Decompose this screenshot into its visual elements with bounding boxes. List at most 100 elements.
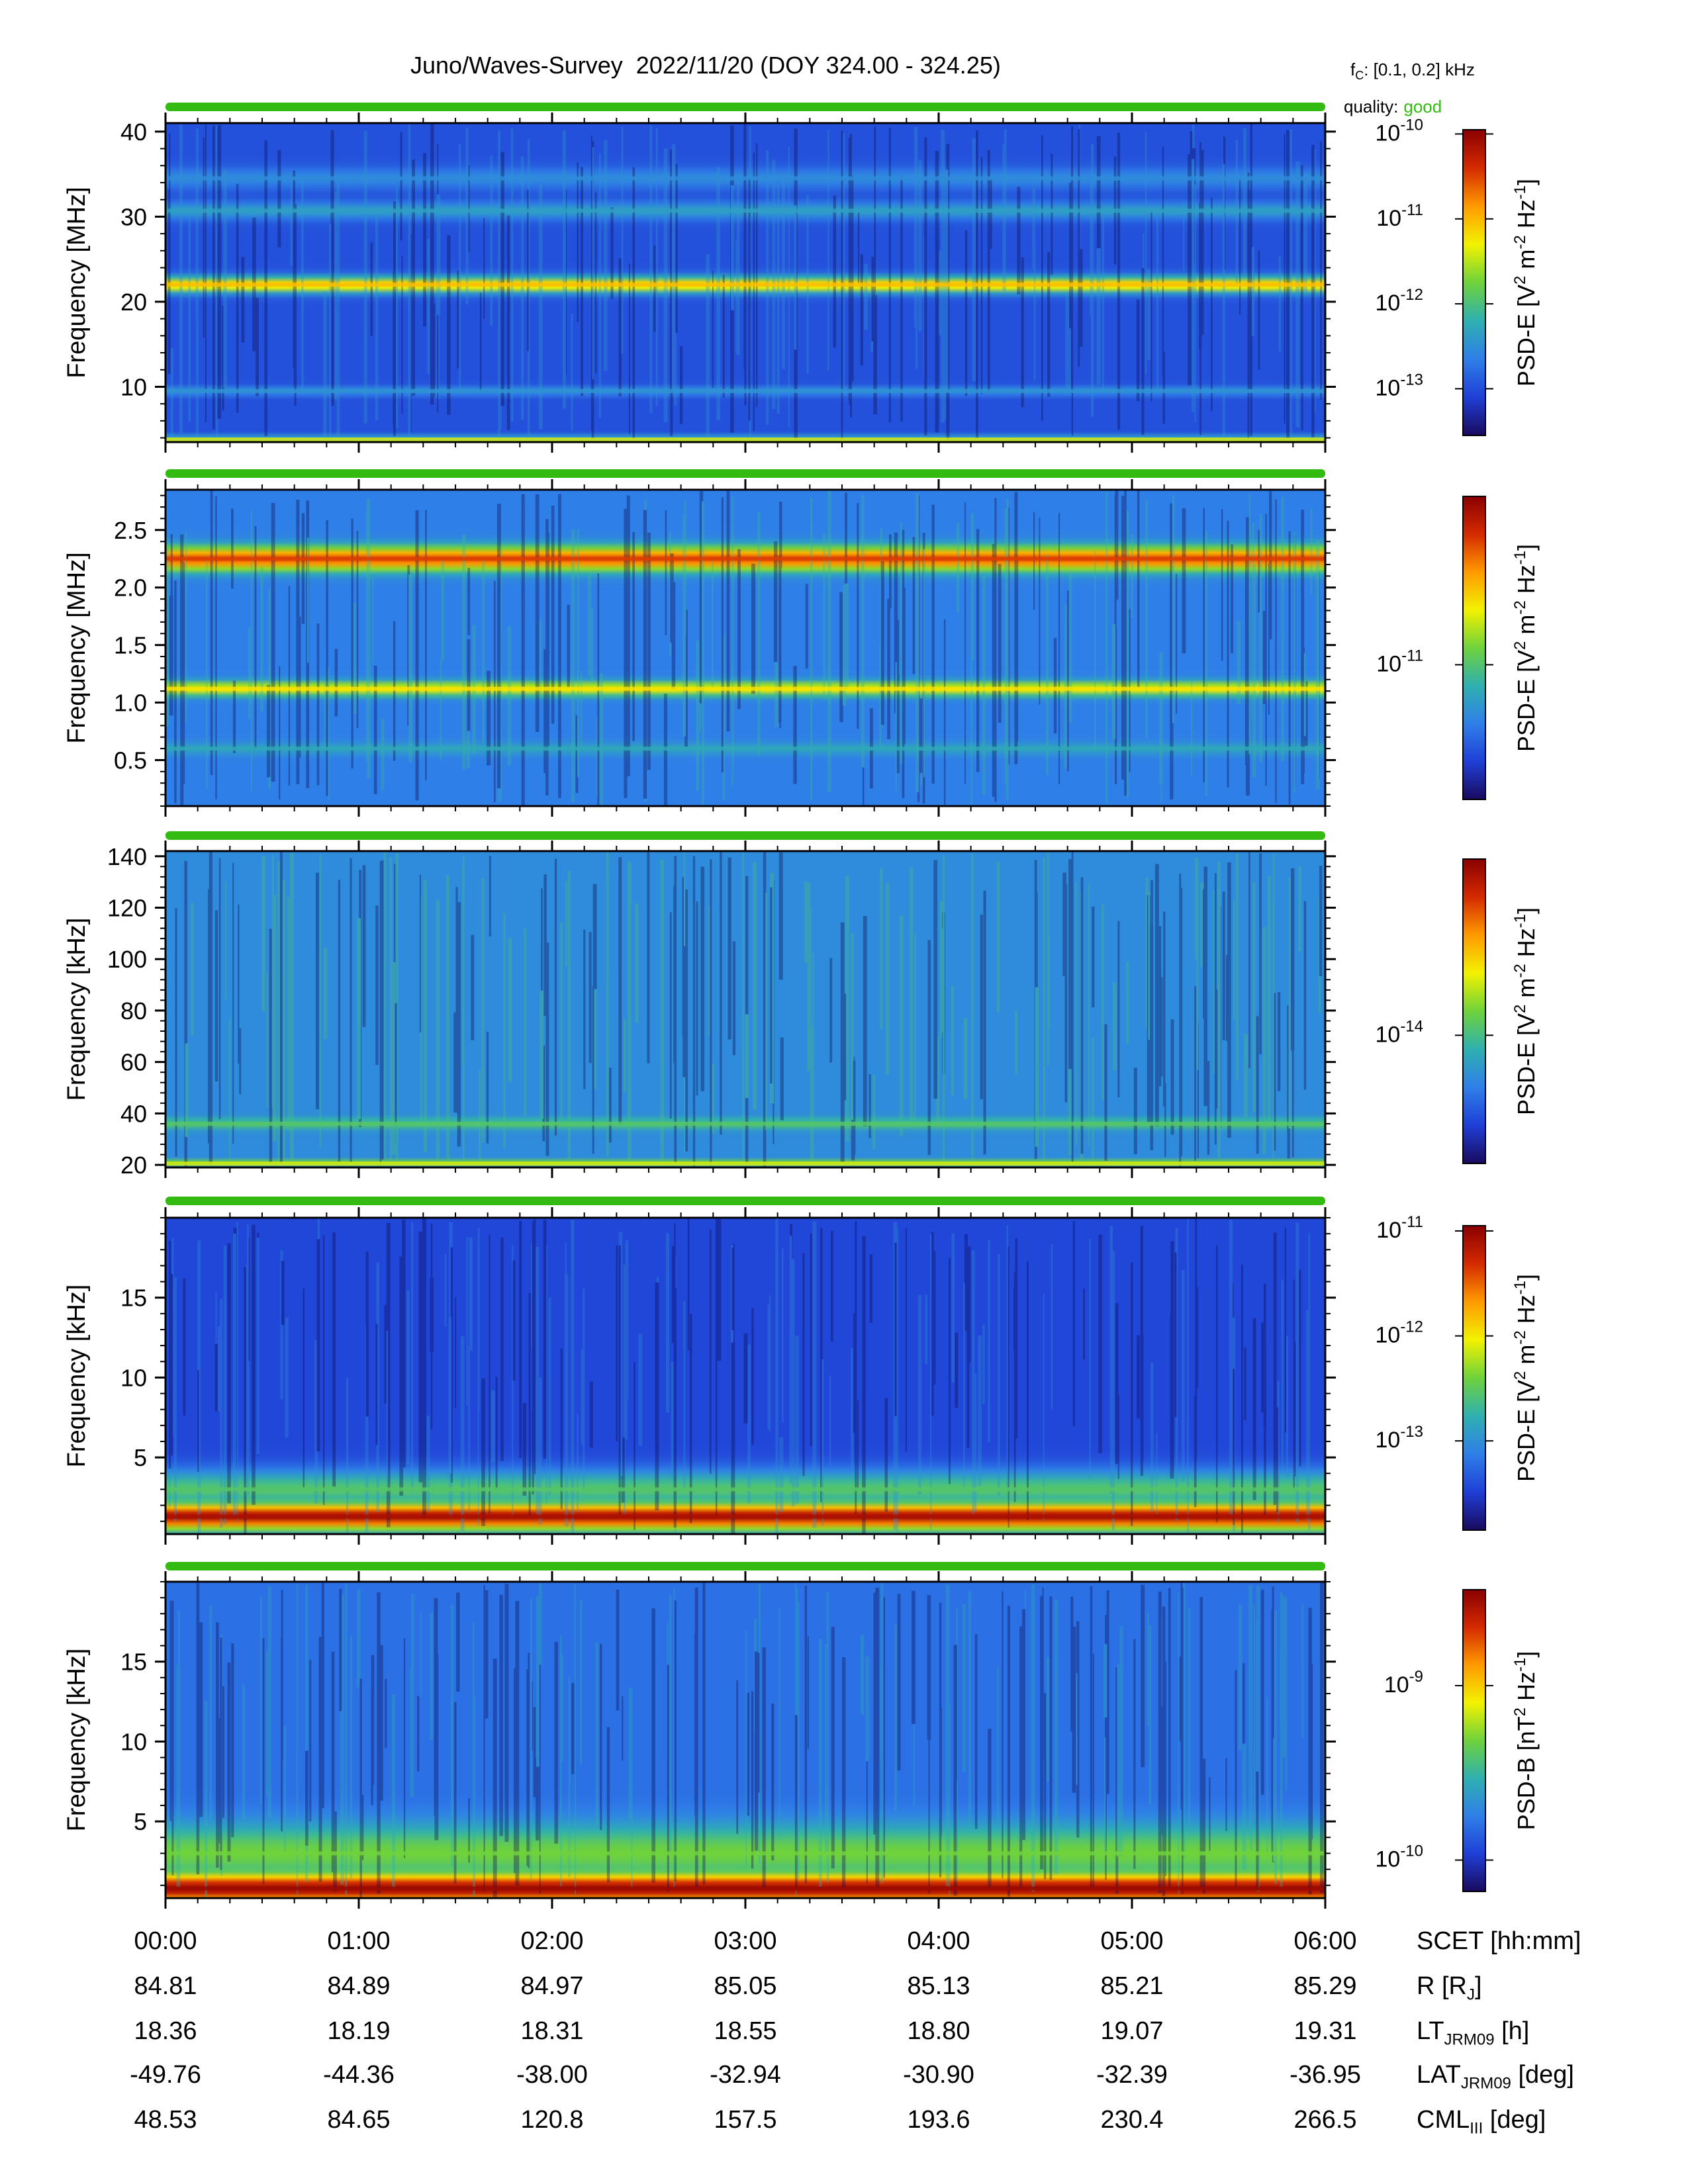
figure-title: Juno/Waves-Survey 2022/11/20 (DOY 324.00… (410, 52, 1001, 79)
colorbar-tick-label: 10-11 (1376, 1213, 1423, 1243)
y-tick-label: 1.0 (114, 690, 147, 717)
ephemeris-label: SCET [hh:mm] (1417, 1927, 1581, 1955)
spectrogram-panel-2: 0.5 1.0 1.5 2.0 2.5 Frequency [MHz] 10-11 PSD-E… (63, 469, 1540, 817)
ephemeris-value: 18.80 (907, 2017, 970, 2045)
ephemeris-value: 120.8 (520, 2106, 584, 2134)
y-tick-label: 100 (107, 946, 147, 973)
colorbar-label: PSD-E [V2 m-2 Hz-1] (1511, 1274, 1540, 1482)
ephemeris-value: 05:00 (1100, 1927, 1164, 1955)
y-tick-label: 2.0 (114, 574, 147, 602)
ephemeris-value: 02:00 (520, 1927, 584, 1955)
y-tick-label: 140 (107, 843, 147, 870)
colorbar (1462, 496, 1486, 800)
ephemeris-value: 48.53 (134, 2106, 197, 2134)
ephemeris-label: CMLIII [deg] (1417, 2106, 1546, 2138)
quality-indicator: quality: good (1344, 97, 1442, 117)
y-axis-label: Frequency [kHz] (63, 918, 91, 1101)
ephemeris-value: 04:00 (907, 1927, 970, 1955)
colorbar-tick-label: 10-14 (1375, 1017, 1423, 1047)
ephemeris-value: -44.36 (323, 2061, 395, 2089)
colorbar-tick-label: 10-10 (1375, 116, 1423, 146)
y-tick-label: 20 (120, 1152, 147, 1179)
y-tick-label: 15 (120, 1649, 147, 1676)
quality-label: quality: (1344, 97, 1399, 116)
ephemeris-value: 18.36 (134, 2017, 197, 2045)
emission-band-3 (165, 176, 1325, 181)
colorbar-tick-label: 10-10 (1375, 1843, 1423, 1872)
ephemeris-label: LTJRM09 [h] (1417, 2017, 1530, 2049)
colorbar-tick-label: 10-12 (1375, 286, 1423, 316)
colorbar (1462, 858, 1486, 1164)
quality-bar (165, 469, 1325, 478)
emission-band-1 (165, 1886, 1325, 1891)
colorbar-label: PSD-E [V2 m-2 Hz-1] (1511, 907, 1540, 1115)
ephemeris-value: 266.5 (1293, 2106, 1357, 2134)
ephemeris-row: 84.81 84.89 84.97 85.05 85.13 85.21 85.29 R [RJ… (0, 1972, 1688, 2005)
y-tick-label: 10 (120, 1364, 147, 1391)
colorbar (1462, 1589, 1486, 1892)
spectrogram-panel-3: 20 40 60 80 100 120 140 Frequency [kHz] 10-14 PSD… (63, 831, 1540, 1179)
ephemeris-value: 00:00 (134, 1927, 197, 1955)
ephemeris-value: 84.81 (134, 1972, 197, 2000)
spectrogram-image (165, 1582, 1325, 1898)
emission-band-2 (165, 208, 1325, 213)
ephemeris-value: 84.89 (327, 1972, 391, 2000)
emission-band-1 (165, 1161, 1325, 1166)
colorbar-tick-label: 10-13 (1375, 1423, 1423, 1453)
y-tick-label: 0.5 (114, 747, 147, 774)
ephemeris-row: 48.53 84.65 120.8 157.5 193.6 230.4 266.5 CMLII… (0, 2106, 1688, 2139)
ephemeris-value: 19.07 (1100, 2017, 1164, 2045)
spectrogram-texture (169, 1582, 1325, 1898)
emission-band-2 (165, 1121, 1325, 1126)
colorbar-label: PSD-E [V2 m-2 Hz-1] (1511, 544, 1540, 752)
quality-bar (165, 103, 1325, 111)
ephemeris-value: -36.95 (1289, 2061, 1361, 2089)
ephemeris-value: 157.5 (714, 2106, 777, 2134)
colorbar-tick-label: 10-9 (1384, 1668, 1423, 1698)
y-tick-label: 5 (134, 1444, 147, 1471)
y-axis-label: Frequency [kHz] (63, 1649, 91, 1832)
ephemeris-row: -49.76 -44.36 -38.00 -32.94 -30.90 -32.39 -36.… (0, 2061, 1688, 2094)
spectrogram-texture (175, 851, 1323, 1167)
ephemeris-value: 85.05 (714, 1972, 777, 2000)
emission-band-4 (165, 388, 1325, 393)
y-tick-label: 40 (120, 118, 147, 146)
filter-cutoff-label: fC: [0.1, 0.2] kHz (1350, 60, 1475, 83)
y-tick-label: 10 (120, 373, 147, 400)
y-axis-label: Frequency [kHz] (63, 1285, 91, 1468)
y-axis-label: Frequency [MHz] (63, 552, 91, 743)
spectrogram-texture (167, 123, 1322, 442)
quality-bar (165, 1197, 1325, 1205)
y-tick-label: 40 (120, 1100, 147, 1127)
y-tick-label: 120 (107, 894, 147, 921)
spectrogram-panel-5: 5 10 15 Frequency [kHz] 10-9 10-10 PSD-B [nT2 … (63, 1562, 1540, 1909)
spectrogram-image (165, 490, 1325, 806)
spectrogram-panel-4: 5 10 15 Frequency [kHz] 10-11 10-12 10-13 PSD-E… (63, 1197, 1540, 1545)
ephemeris-value: -49.76 (130, 2061, 201, 2089)
y-axis-label: Frequency [MHz] (63, 187, 91, 378)
y-tick-label: 1.5 (114, 632, 147, 659)
ephemeris-value: 18.19 (327, 2017, 391, 2045)
spectrogram-texture (169, 1218, 1311, 1534)
y-tick-label: 80 (120, 997, 147, 1024)
ephemeris-row: 00:00 01:00 02:00 03:00 04:00 05:00 06:00 SCET … (0, 1927, 1688, 1960)
colorbar-tick-label: 10-11 (1376, 647, 1423, 676)
y-tick-label: 30 (120, 203, 147, 230)
ephemeris-value: 06:00 (1293, 1927, 1357, 1955)
quality-bar (165, 1562, 1325, 1570)
colorbar-tick-label: 10-12 (1375, 1318, 1423, 1348)
spectrogram-image (165, 1218, 1325, 1534)
spectrogram-image (165, 123, 1325, 442)
ephemeris-value: -32.39 (1096, 2061, 1168, 2089)
quality-bar (165, 831, 1325, 840)
y-tick-label: 5 (134, 1808, 147, 1835)
colorbar (1462, 129, 1486, 436)
y-tick-label: 10 (120, 1728, 147, 1755)
spectrogram-image (165, 851, 1325, 1167)
ephemeris-label: R [RJ] (1417, 1972, 1482, 2004)
emission-band-2 (165, 1851, 1325, 1856)
emission-band-1 (165, 1514, 1325, 1519)
emission-band-2 (165, 1487, 1325, 1492)
ephemeris-value: -30.90 (903, 2061, 974, 2089)
